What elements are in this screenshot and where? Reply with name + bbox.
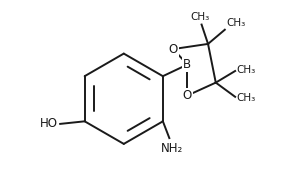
Text: CH₃: CH₃ xyxy=(191,13,210,23)
Text: CH₃: CH₃ xyxy=(226,18,245,28)
Text: CH₃: CH₃ xyxy=(236,93,256,103)
Text: NH₂: NH₂ xyxy=(161,142,183,155)
Text: HO: HO xyxy=(40,117,58,130)
Text: O: O xyxy=(183,89,192,102)
Text: CH₃: CH₃ xyxy=(236,65,256,75)
Text: B: B xyxy=(183,58,191,71)
Text: O: O xyxy=(168,43,178,56)
